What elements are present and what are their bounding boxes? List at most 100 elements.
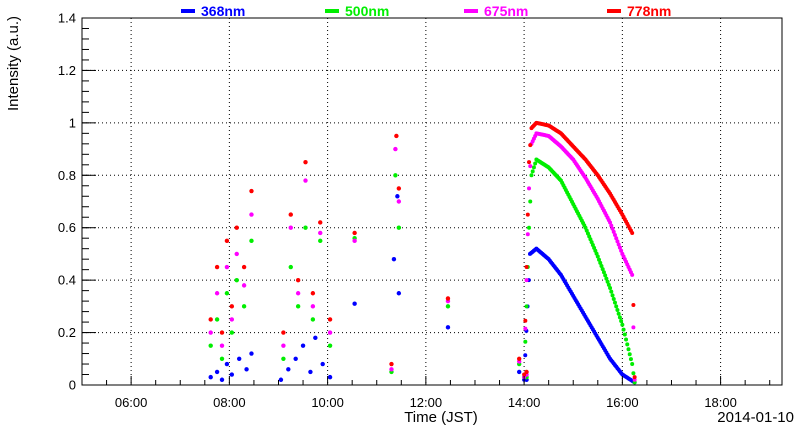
series-368nm — [208, 194, 637, 385]
data-point — [625, 342, 630, 347]
data-point — [527, 186, 532, 191]
legend-label: 500nm — [345, 3, 389, 19]
data-point — [523, 326, 528, 331]
y-tick-label: 0.8 — [58, 168, 76, 183]
data-point — [396, 225, 402, 230]
data-point — [616, 311, 621, 316]
data-point — [528, 164, 533, 169]
legend: 368nm 500nm 675nm 778nm — [181, 3, 671, 19]
data-point — [524, 278, 529, 283]
legend-label: 675nm — [484, 3, 528, 19]
data-point — [533, 161, 538, 166]
x-tick-label: 08:00 — [213, 395, 246, 410]
data-point — [524, 304, 529, 309]
data-point — [286, 367, 291, 372]
data-point — [624, 337, 629, 342]
data-point — [295, 277, 301, 283]
data-point — [241, 304, 247, 309]
data-point — [327, 317, 333, 322]
data-point — [236, 356, 242, 361]
data-point — [530, 169, 535, 174]
data-point — [605, 279, 610, 284]
data-point — [281, 356, 286, 361]
data-point — [318, 220, 323, 225]
data-point — [352, 230, 357, 236]
data-point — [616, 242, 621, 247]
data-point — [628, 357, 633, 362]
data-point — [327, 343, 333, 348]
data-point — [281, 330, 286, 335]
data-point — [525, 232, 530, 237]
data-point — [631, 303, 636, 308]
data-point — [627, 352, 632, 357]
data-point — [393, 146, 398, 152]
data-point — [603, 273, 608, 278]
x-axis-title: Time (JST) — [404, 409, 478, 426]
data-point — [208, 330, 213, 335]
data-point — [393, 173, 398, 178]
data-point — [630, 362, 635, 367]
data-point — [630, 230, 635, 235]
data-point — [249, 351, 254, 356]
data-point — [229, 317, 235, 322]
data-point — [630, 272, 635, 277]
data-point — [249, 212, 254, 217]
data-point — [229, 304, 235, 309]
data-point — [234, 225, 239, 230]
data-point — [621, 327, 626, 332]
data-point — [595, 254, 600, 259]
data-point — [598, 260, 603, 265]
data-point — [445, 304, 451, 309]
data-point — [208, 374, 213, 380]
data-point — [516, 356, 522, 361]
data-point — [281, 343, 286, 348]
data-point — [327, 374, 333, 380]
series-500nm — [208, 157, 637, 385]
data-point — [295, 304, 301, 309]
data-point — [300, 343, 306, 348]
data-point — [632, 375, 637, 380]
data-point — [614, 304, 619, 309]
x-tick-label: 14:00 — [508, 395, 541, 410]
grid-layer — [82, 17, 782, 385]
series-675nm — [208, 131, 637, 382]
data-point — [229, 330, 235, 335]
data-point — [244, 367, 249, 372]
data-point — [308, 369, 313, 375]
data-point — [631, 371, 636, 376]
data-point — [615, 308, 620, 313]
data-point — [224, 361, 230, 367]
data-point — [391, 256, 397, 262]
data-point — [224, 264, 230, 270]
y-tick-label: 0 — [69, 378, 76, 393]
data-point — [389, 367, 394, 372]
data-point — [249, 238, 254, 244]
data-point — [327, 330, 333, 335]
x-tick-label: 18:00 — [704, 395, 737, 410]
data-point — [396, 291, 402, 296]
data-point — [310, 317, 316, 322]
data-point — [609, 289, 614, 294]
data-point — [523, 353, 528, 358]
data-point — [527, 225, 532, 230]
data-point — [219, 343, 225, 348]
data-point — [303, 178, 308, 183]
data-point — [293, 356, 298, 361]
y-tick-label: 0.6 — [58, 220, 76, 235]
data-point — [288, 225, 293, 230]
data-point — [524, 265, 529, 270]
data-point — [219, 330, 225, 335]
data-point — [622, 332, 627, 337]
tick-layer: 06:00 08:00 10:00 12:00 14:00 16:00 18:00 0 0.2 0… — [58, 11, 771, 410]
data-point — [303, 159, 308, 165]
data-point — [529, 173, 534, 178]
data-point — [619, 319, 624, 324]
data-point — [601, 270, 606, 275]
data-point — [229, 372, 235, 377]
data-point — [608, 286, 613, 291]
data-point — [612, 300, 617, 305]
data-point — [214, 317, 220, 322]
data-point — [445, 325, 451, 330]
data-point — [523, 339, 528, 344]
